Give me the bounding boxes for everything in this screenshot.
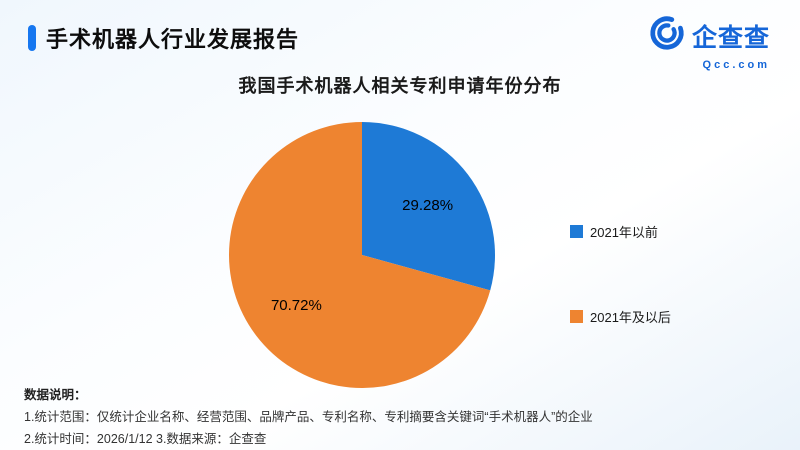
legend-swatch-1	[570, 310, 583, 323]
title-accent-bar	[28, 25, 36, 51]
logo-name: 企查查	[691, 23, 770, 52]
report-title: 手术机器人行业发展报告	[46, 27, 300, 52]
header: 手术机器人行业发展报告	[28, 22, 299, 54]
pie-chart-svg: 29.28% 70.72%	[229, 122, 496, 389]
qcc-logo-icon	[648, 14, 686, 57]
pie-slice-1	[229, 122, 491, 389]
footer-heading: 数据说明：	[24, 388, 87, 402]
footer-line1: 1.统计范围：仅统计企业名称、经营范围、品牌产品、专利名称、专利摘要含关键词“手…	[24, 410, 593, 424]
legend: 2021年以前 2021年及以后	[570, 222, 671, 326]
footer-line2: 2.统计时间：2026/1/12 3.数据来源：企查查	[24, 432, 267, 446]
pie-slice-label-0: 29.28%	[402, 197, 453, 214]
footer: 数据说明： 1.统计范围：仅统计企业名称、经营范围、品牌产品、专利名称、专利摘要…	[24, 384, 780, 450]
legend-label-0: 2021年以前	[590, 225, 658, 240]
legend-item-1: 2021年及以后	[570, 307, 671, 326]
chart-title: 我国手术机器人相关专利申请年份分布	[238, 76, 562, 96]
legend-label-1: 2021年及以后	[590, 310, 671, 325]
legend-item-0: 2021年以前	[570, 222, 671, 241]
logo-domain: Qcc.com	[702, 59, 770, 71]
pie-chart: 29.28% 70.72%	[222, 115, 502, 395]
pie-slice-label-1: 70.72%	[271, 297, 322, 314]
pie-slice-0	[362, 122, 496, 291]
legend-swatch-0	[570, 225, 583, 238]
qcc-logo: 企查查 Qcc.com	[648, 14, 770, 71]
